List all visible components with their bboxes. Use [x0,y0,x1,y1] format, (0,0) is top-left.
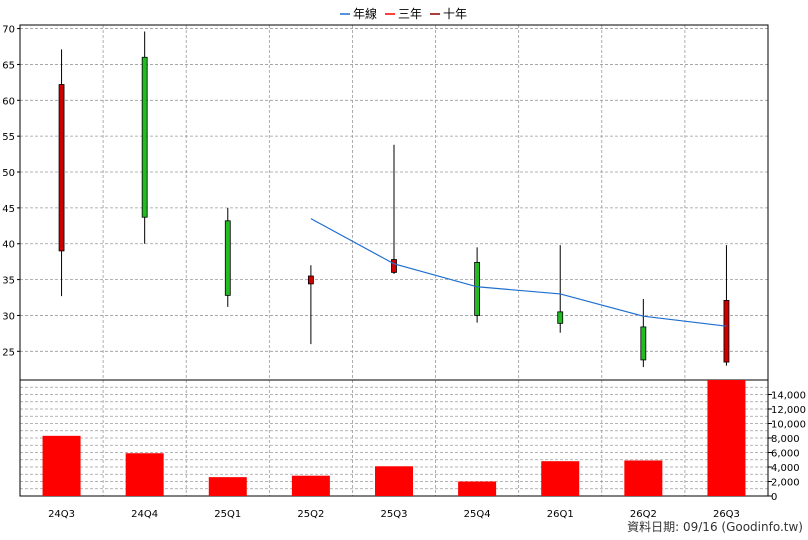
volume-tick-label: 14,000 [771,391,806,402]
candle-body [391,259,397,273]
volume-tick-label: 4,000 [771,463,800,474]
period-axis: 24Q3 24Q4 25Q1 25Q2 25Q3 25Q4 26Q1 26Q2 26Q3 [48,509,740,520]
annual-line [310,218,727,327]
period-label: 25Q1 [214,509,241,520]
period-label: 25Q3 [381,509,408,520]
price-tick-label: 35 [2,276,15,287]
price-tick-label: 45 [2,204,15,215]
price-tick-label: 70 [2,25,15,36]
volume-gridlines [20,379,768,496]
legend-label: 十年 [443,7,467,21]
volume-tick-label: 10,000 [771,420,806,431]
period-label: 24Q3 [48,509,75,520]
chart-legend: 年線 三年 十年 [340,6,467,21]
candle-body [723,299,730,363]
volume-bars [42,380,746,496]
period-label: 26Q2 [630,509,657,520]
price-tick-label: 40 [2,240,15,251]
volume-bar [375,466,413,496]
price-tick-label: 55 [2,132,15,143]
candle-body [141,56,148,218]
price-tick-label: 50 [2,168,15,179]
period-label: 24Q4 [131,509,158,520]
candle-body [58,84,65,252]
volume-bar [707,380,746,496]
legend-label: 年線 [353,6,377,21]
annual-line-series [310,218,727,327]
price-tick-label: 65 [2,60,15,71]
volume-bar [458,481,497,496]
candle-body [307,275,314,285]
legend-label: 三年 [398,7,422,21]
price-tick-label: 25 [2,347,15,358]
volume-bar [291,475,330,496]
price-tick-label: 60 [2,96,15,107]
period-label: 26Q1 [547,509,574,520]
candle-body [557,311,564,324]
volume-tick-label: 8,000 [771,434,800,445]
candle-body [640,326,647,361]
volume-bar [208,477,247,496]
volume-bar [541,461,580,496]
volume-bar [624,460,663,496]
candlesticks [58,31,730,368]
period-label: 25Q2 [297,509,324,520]
volume-tick-label: 6,000 [771,449,800,460]
candle-body [474,261,481,316]
volume-tick-label: 12,000 [771,405,806,416]
period-label: 25Q4 [464,509,491,520]
candle-body [224,220,231,296]
price-gridlines [20,25,768,380]
volume-tick-label: 0 [771,492,777,503]
volume-tick-label: 2,000 [771,478,800,489]
period-label: 26Q3 [713,509,740,520]
volume-axis: 0 2,000 4,000 6,000 8,000 10,000 12,000 14,000 [768,391,806,503]
volume-bar [42,435,81,496]
volume-bar [125,453,164,496]
price-tick-label: 30 [2,311,15,322]
price-axis: 25 30 35 40 45 50 55 60 65 70 [2,25,20,358]
data-date-footer: 資料日期: 09/16 (Goodinfo.tw) [627,520,803,534]
